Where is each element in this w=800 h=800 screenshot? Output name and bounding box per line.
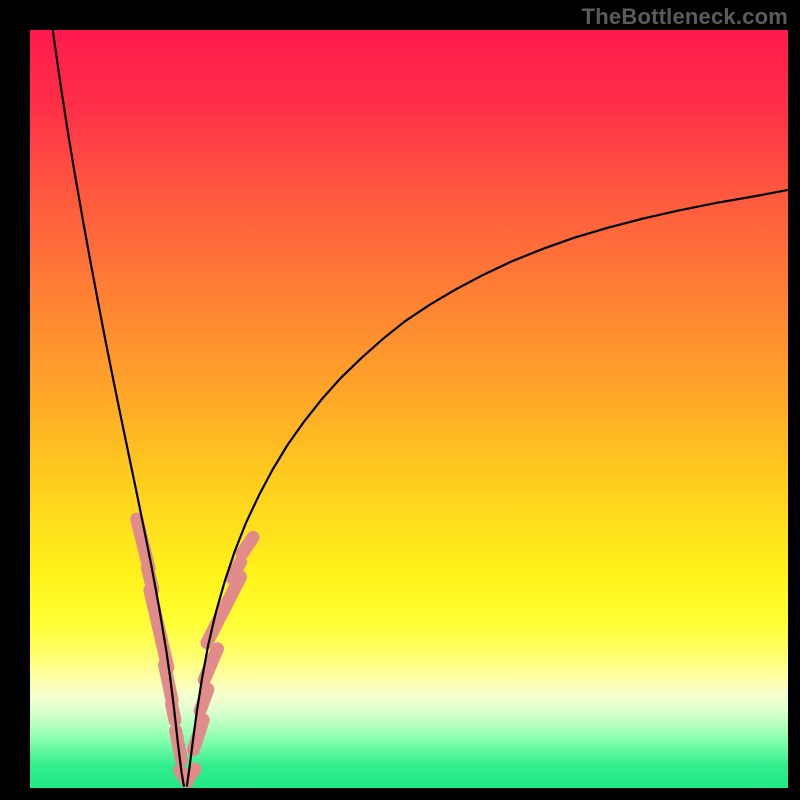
- chart-svg: [0, 0, 800, 800]
- chart-frame: TheBottleneck.com: [0, 0, 800, 800]
- attribution-label: TheBottleneck.com: [582, 4, 788, 30]
- plot-background: [30, 30, 788, 788]
